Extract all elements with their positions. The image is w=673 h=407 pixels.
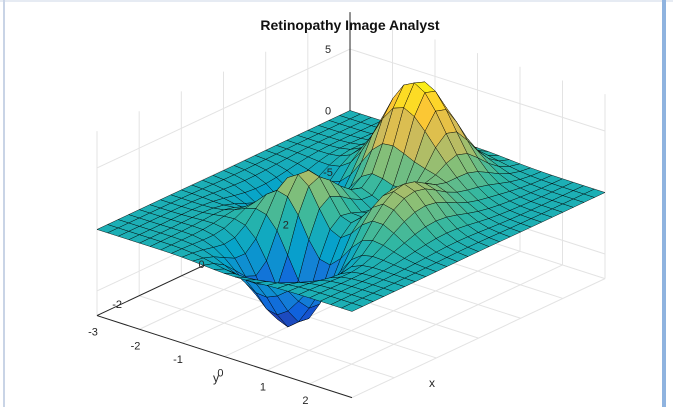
x-tick-label: 2 <box>302 395 308 407</box>
z-tick-label: 0 <box>325 106 331 118</box>
z-tick-label: 5 <box>325 44 331 56</box>
y-tick-label: 0 <box>198 259 204 271</box>
y-tick-label: 2 <box>283 219 289 231</box>
surface-patch <box>340 302 364 312</box>
window-left-border <box>3 0 5 407</box>
x-tick-label: -3 <box>88 327 98 339</box>
x-axis-line <box>96 315 353 399</box>
x-tick-label: 1 <box>260 381 266 393</box>
x-tick-label: -1 <box>173 354 183 366</box>
z-tick-label: -5 <box>323 167 333 179</box>
window-top-border <box>0 0 673 2</box>
surface-mesh <box>96 81 606 328</box>
x-tick-label: -2 <box>131 340 141 352</box>
window-right-border[interactable] <box>662 0 666 407</box>
chart-title: Retinopathy Image Analyst <box>260 17 440 33</box>
tick-labels: -505-3-2-10123-202 <box>88 44 333 407</box>
y-axis-label: y <box>213 371 219 385</box>
y-tick-label: -2 <box>112 299 122 311</box>
x-axis-label: x <box>429 376 435 390</box>
x-tick-label: 0 <box>217 368 223 380</box>
floor-grid-y <box>139 295 395 379</box>
